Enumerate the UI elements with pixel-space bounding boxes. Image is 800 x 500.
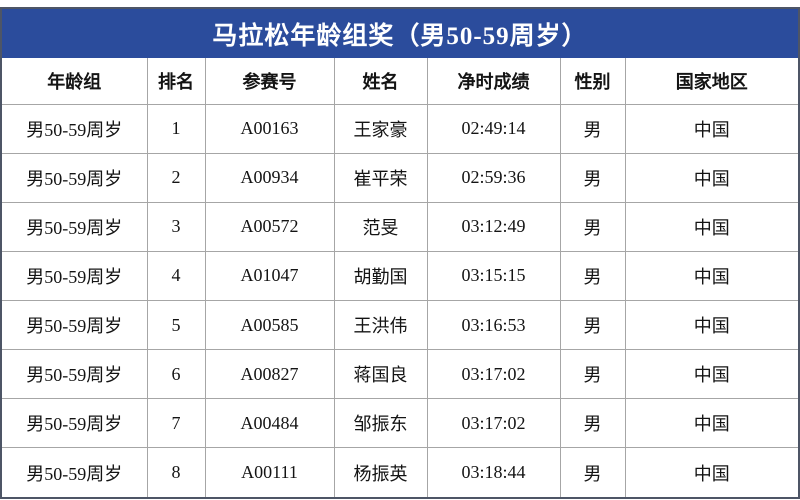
award-table-card: 马拉松年龄组奖（男50-59周岁） 年龄组 排名 参赛号 姓名 净时成绩 性别 国家地区 男… (0, 7, 800, 499)
header-row: 年龄组 排名 参赛号 姓名 净时成绩 性别 国家地区 (2, 58, 798, 105)
cell-gender: 男 (559, 447, 626, 497)
cell-bib-number: A00484 (204, 398, 335, 449)
cell-age-group: 男50-59周岁 (2, 447, 148, 497)
cell-gender: 男 (559, 152, 626, 203)
cell-name: 杨振英 (333, 447, 428, 497)
page-title: 马拉松年龄组奖（男50-59周岁） (212, 22, 588, 50)
column-header-rank: 排名 (146, 58, 206, 105)
cell-bib-number: A01047 (204, 250, 335, 302)
table-header: 年龄组 排名 参赛号 姓名 净时成绩 性别 国家地区 (2, 58, 798, 105)
cell-rank: 4 (146, 250, 206, 302)
table-row: 男50-59周岁 5 A00585 王洪伟 03:16:53 男中国 (2, 299, 798, 351)
cell-rank: 3 (146, 201, 206, 252)
table-row: 男50-59周岁 6 A00827 蒋国良 03:17:02 男中国 (2, 349, 798, 400)
cell-age-group: 男50-59周岁 (2, 299, 148, 351)
cell-name: 王洪伟 (333, 299, 428, 351)
cell-net-time: 02:59:36 (426, 152, 561, 203)
table-body: 男50-59周岁 1 A00163 王家豪 02:49:14 男中国 男50-59周岁 2 A0… (2, 103, 798, 497)
cell-rank: 2 (146, 152, 206, 203)
cell-name: 胡勤国 (333, 250, 428, 302)
cell-country-region: 中国 (624, 349, 798, 400)
cell-age-group: 男50-59周岁 (2, 201, 148, 252)
cell-gender: 男 (559, 398, 626, 449)
cell-country-region: 中国 (624, 201, 798, 252)
cell-rank: 6 (146, 349, 206, 400)
column-header-gender: 性别 (559, 58, 626, 105)
column-header-bib-number: 参赛号 (204, 58, 335, 105)
cell-country-region: 中国 (624, 250, 798, 302)
cell-rank: 5 (146, 299, 206, 351)
cell-net-time: 03:17:02 (426, 349, 561, 400)
cell-name: 王家豪 (333, 103, 428, 154)
cell-name: 蒋国良 (333, 349, 428, 400)
cell-age-group: 男50-59周岁 (2, 349, 148, 400)
results-table: 年龄组 排名 参赛号 姓名 净时成绩 性别 国家地区 男50-59周岁 1 A00163 王家豪 0… (2, 58, 798, 497)
cell-gender: 男 (559, 201, 626, 252)
cell-net-time: 02:49:14 (426, 103, 561, 154)
cell-rank: 8 (146, 447, 206, 497)
cell-rank: 7 (146, 398, 206, 449)
cell-bib-number: A00827 (204, 349, 335, 400)
cell-net-time: 03:12:49 (426, 201, 561, 252)
column-header-country-region: 国家地区 (624, 58, 798, 105)
cell-net-time: 03:15:15 (426, 250, 561, 302)
cell-country-region: 中国 (624, 152, 798, 203)
table-row: 男50-59周岁 1 A00163 王家豪 02:49:14 男中国 (2, 103, 798, 154)
table-row: 男50-59周岁 7 A00484 邹振东 03:17:02 男中国 (2, 398, 798, 449)
column-header-net-time: 净时成绩 (426, 58, 561, 105)
cell-bib-number: A00934 (204, 152, 335, 203)
table-row: 男50-59周岁 2 A00934 崔平荣 02:59:36 男中国 (2, 152, 798, 203)
cell-net-time: 03:16:53 (426, 299, 561, 351)
cell-name: 邹振东 (333, 398, 428, 449)
cell-net-time: 03:18:44 (426, 447, 561, 497)
cell-gender: 男 (559, 299, 626, 351)
cell-bib-number: A00111 (204, 447, 335, 497)
table-row: 男50-59周岁 3 A00572 范旻 03:12:49 男中国 (2, 201, 798, 252)
column-header-age-group: 年龄组 (2, 58, 148, 105)
column-header-name: 姓名 (333, 58, 428, 105)
table-row: 男50-59周岁 8 A00111 杨振英 03:18:44 男中国 (2, 447, 798, 497)
table-row: 男50-59周岁 4 A01047 胡勤国 03:15:15 男中国 (2, 250, 798, 302)
cell-bib-number: A00163 (204, 103, 335, 154)
cell-rank: 1 (146, 103, 206, 154)
cell-name: 范旻 (333, 201, 428, 252)
cell-gender: 男 (559, 103, 626, 154)
cell-age-group: 男50-59周岁 (2, 103, 148, 154)
cell-bib-number: A00585 (204, 299, 335, 351)
cell-country-region: 中国 (624, 398, 798, 449)
cell-country-region: 中国 (624, 103, 798, 154)
cell-net-time: 03:17:02 (426, 398, 561, 449)
cell-gender: 男 (559, 349, 626, 400)
cell-age-group: 男50-59周岁 (2, 152, 148, 203)
cell-age-group: 男50-59周岁 (2, 250, 148, 302)
cell-bib-number: A00572 (204, 201, 335, 252)
cell-name: 崔平荣 (333, 152, 428, 203)
cell-country-region: 中国 (624, 299, 798, 351)
cell-age-group: 男50-59周岁 (2, 398, 148, 449)
cell-gender: 男 (559, 250, 626, 302)
cell-country-region: 中国 (624, 447, 798, 497)
title-banner: 马拉松年龄组奖（男50-59周岁） (2, 9, 798, 58)
